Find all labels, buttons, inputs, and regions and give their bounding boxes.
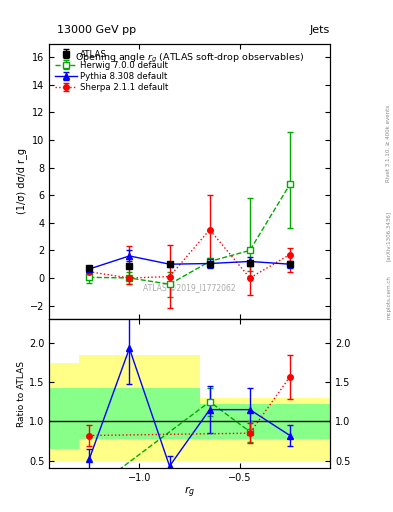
Text: 13000 GeV pp: 13000 GeV pp xyxy=(57,25,136,35)
Y-axis label: (1/σ) dσ/d r_g: (1/σ) dσ/d r_g xyxy=(16,148,27,215)
X-axis label: $r_g$: $r_g$ xyxy=(184,485,195,500)
Text: ATLAS ©2019_I1772062: ATLAS ©2019_I1772062 xyxy=(143,283,236,292)
Text: [arXiv:1306.3436]: [arXiv:1306.3436] xyxy=(386,210,391,261)
Text: Opening angle $r_g$ (ATLAS soft-drop observables): Opening angle $r_g$ (ATLAS soft-drop obs… xyxy=(75,52,304,65)
Y-axis label: Ratio to ATLAS: Ratio to ATLAS xyxy=(17,361,26,427)
Text: Jets: Jets xyxy=(309,25,329,35)
Text: Rivet 3.1.10, ≥ 400k events: Rivet 3.1.10, ≥ 400k events xyxy=(386,105,391,182)
Legend: ATLAS, Herwig 7.0.0 default, Pythia 8.308 default, Sherpa 2.1.1 default: ATLAS, Herwig 7.0.0 default, Pythia 8.30… xyxy=(53,48,170,94)
Text: mcplots.cern.ch: mcplots.cern.ch xyxy=(386,275,391,319)
